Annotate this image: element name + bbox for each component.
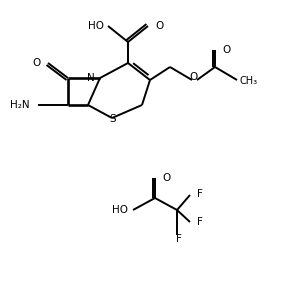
Text: O: O	[162, 173, 170, 183]
Text: F: F	[197, 189, 203, 199]
Text: S: S	[110, 114, 116, 124]
Text: O: O	[222, 45, 230, 55]
Text: N: N	[87, 73, 95, 83]
Text: O: O	[155, 21, 163, 31]
Text: O: O	[190, 72, 198, 82]
Text: F: F	[176, 234, 182, 244]
Text: H₂N: H₂N	[10, 100, 30, 110]
Text: CH₃: CH₃	[240, 76, 258, 86]
Text: O: O	[33, 58, 41, 68]
Text: HO: HO	[88, 21, 104, 31]
Text: F: F	[197, 217, 203, 227]
Text: HO: HO	[112, 205, 128, 215]
